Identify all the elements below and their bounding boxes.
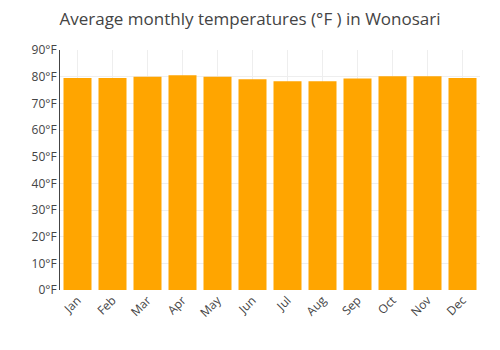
svg-text:Jul: Jul (272, 292, 294, 314)
svg-text:Aug: Aug (302, 292, 330, 320)
svg-text:Jan: Jan (60, 292, 85, 317)
svg-text:0°F: 0°F (38, 281, 56, 298)
svg-text:Average monthly temperatures (: Average monthly temperatures (°F ) in Wo… (59, 7, 440, 30)
svg-text:60°F: 60°F (32, 121, 57, 138)
svg-text:Apr: Apr (164, 292, 190, 318)
svg-text:Jun: Jun (234, 292, 259, 317)
svg-text:80°F: 80°F (32, 68, 57, 85)
svg-text:40°F: 40°F (32, 175, 57, 192)
svg-text:10°F: 10°F (32, 255, 57, 272)
svg-text:Dec: Dec (443, 292, 470, 319)
svg-text:50°F: 50°F (32, 148, 57, 165)
svg-text:70°F: 70°F (32, 95, 57, 112)
svg-text:Mar: Mar (127, 292, 155, 320)
svg-text:Nov: Nov (407, 292, 435, 320)
svg-text:Oct: Oct (374, 292, 400, 318)
svg-text:90°F: 90°F (32, 41, 57, 58)
svg-text:Sep: Sep (338, 292, 365, 319)
svg-text:20°F: 20°F (32, 228, 57, 245)
svg-text:30°F: 30°F (32, 201, 57, 218)
svg-text:Feb: Feb (93, 292, 119, 318)
svg-text:May: May (196, 291, 225, 320)
